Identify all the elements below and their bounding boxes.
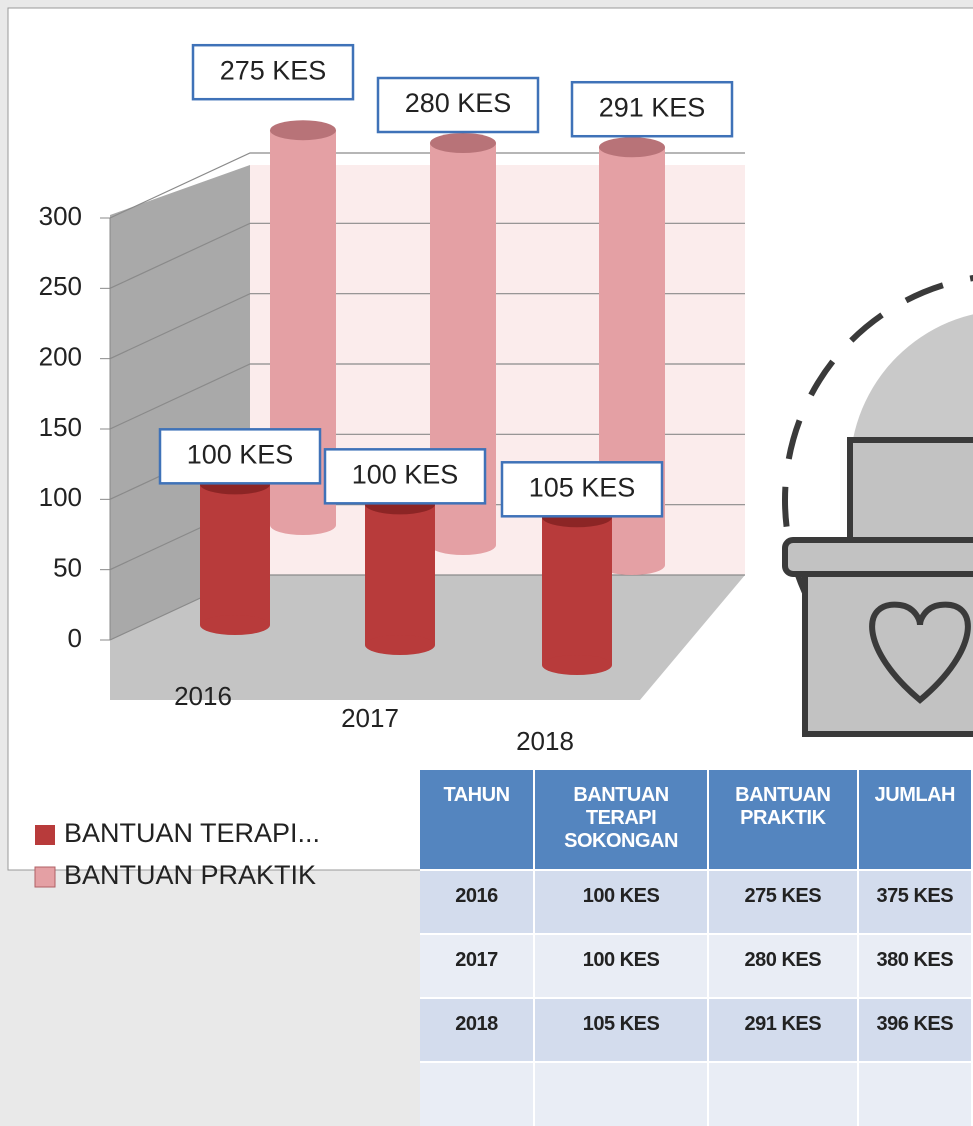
cylinder <box>200 474 270 635</box>
data-table: TAHUN BANTUAN TERAPI SOKONGAN BANTUAN PRAK… <box>420 770 973 1126</box>
x-tick-label: 2016 <box>174 681 232 711</box>
table-cell: 105 KES <box>534 997 710 1062</box>
icon <box>782 275 973 737</box>
data-label: 100 KES <box>158 428 322 485</box>
cylinder-body <box>200 484 270 625</box>
icon-box-lid <box>782 537 973 577</box>
header-cell: BANTUAN TERAPI SOKONGAN <box>534 770 710 870</box>
table-row: 2018 105 KES 291 KES 396 KES <box>420 997 973 1062</box>
dashed-circle <box>782 275 973 725</box>
header-cell: JUMLAH <box>857 770 973 870</box>
data-label-text: 100 KES <box>352 459 459 489</box>
cylinder-bottom <box>200 615 270 635</box>
y-tick-label: 50 <box>53 553 82 583</box>
data-label-box <box>323 448 487 505</box>
legend-swatch <box>34 866 56 888</box>
y-tick-label: 250 <box>39 271 82 301</box>
cylinder <box>542 507 612 675</box>
table-cell: 396 KES <box>857 997 973 1062</box>
data-label-box <box>376 76 540 134</box>
cylinder-body <box>542 517 612 665</box>
y-tick-label: 100 <box>39 482 82 512</box>
grid-line <box>109 293 745 360</box>
icon-heart <box>869 601 971 704</box>
data-label-box <box>158 428 322 485</box>
header-cell: TAHUN <box>420 770 536 870</box>
cylinder-bottom <box>365 635 435 655</box>
grid-line <box>109 363 745 430</box>
data-label-text: 105 KES <box>529 472 636 502</box>
table-cell <box>534 1061 710 1126</box>
data-label-text: 280 KES <box>405 88 512 118</box>
cylinder-top <box>270 120 336 141</box>
cylinder-body <box>365 504 435 645</box>
y-tick-label: 0 <box>68 623 82 653</box>
grid-line <box>109 222 745 289</box>
table-cell: 100 KES <box>534 869 710 934</box>
legend-swatch <box>35 825 55 845</box>
data-label-box <box>570 80 734 138</box>
table-cell <box>708 1061 859 1126</box>
icon-note <box>847 437 973 553</box>
data-label: 280 KES <box>376 76 540 134</box>
data-label-box <box>191 43 355 101</box>
table-cell: 275 KES <box>708 869 859 934</box>
cylinder-bottom <box>430 535 496 555</box>
data-label: 100 KES <box>323 448 487 505</box>
table-row <box>420 1061 973 1126</box>
table-cell: 2016 <box>420 869 536 934</box>
legend-label: BANTUAN PRAKTIK <box>64 860 316 890</box>
y-tick-label: 150 <box>39 412 82 442</box>
x-tick-label: 2018 <box>516 726 574 756</box>
cylinder-top <box>430 133 496 154</box>
data-label: 105 KES <box>500 461 664 518</box>
cylinder <box>365 494 435 655</box>
table-cell: 375 KES <box>857 869 973 934</box>
table-cell <box>420 1061 536 1126</box>
x-tick-label: 2017 <box>341 703 399 733</box>
legend-label: BANTUAN TERAPI... <box>64 818 320 848</box>
table-row: 2016 100 KES 275 KES 375 KES <box>420 869 973 934</box>
cylinder-bottom <box>270 515 336 535</box>
data-label-box <box>500 461 664 518</box>
table-cell: 380 KES <box>857 933 973 998</box>
y-tick-label: 300 <box>39 201 82 231</box>
table-cell: 100 KES <box>534 933 710 998</box>
cylinder-bottom <box>542 655 612 675</box>
table-cell <box>857 1061 973 1126</box>
data-label: 291 KES <box>570 80 734 138</box>
header-cell: BANTUAN PRAKTIK <box>708 770 859 870</box>
table-cell: 291 KES <box>708 997 859 1062</box>
table-cell: 2018 <box>420 997 536 1062</box>
table-cell: 280 KES <box>708 933 859 998</box>
table-row: 2017 100 KES 280 KES 380 KES <box>420 933 973 998</box>
data-label-text: 291 KES <box>599 92 706 122</box>
data-label: 275 KES <box>191 43 355 101</box>
y-tick-label: 200 <box>39 342 82 372</box>
cylinder-top <box>599 137 665 158</box>
cylinder-bottom <box>599 555 665 575</box>
table-cell: 2017 <box>420 933 536 998</box>
data-label-text: 275 KES <box>220 55 327 85</box>
data-label-text: 100 KES <box>187 439 294 469</box>
grid-line <box>109 152 745 219</box>
